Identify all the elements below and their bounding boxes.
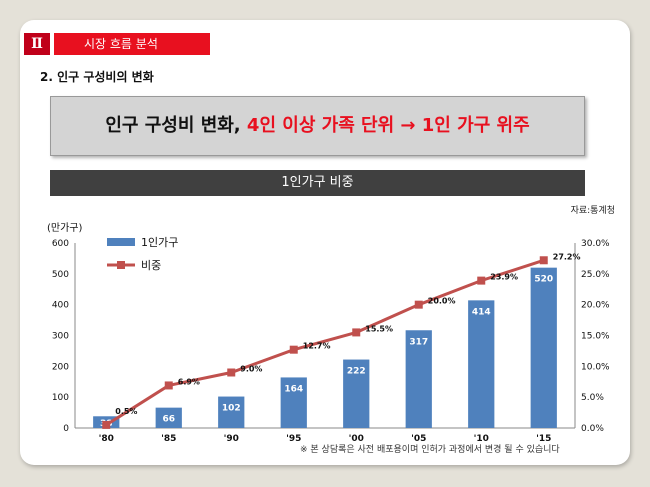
bar	[343, 359, 370, 428]
bar	[218, 396, 245, 428]
x-tick-label: '15	[536, 434, 551, 444]
line-point	[539, 256, 548, 265]
combo-chart: (만가구) 0 100 200 300 400 500 600 0.0% 5.0% 10.0% 15.…	[47, 222, 610, 444]
headline-prefix: 인구 구성비 변화,	[105, 115, 247, 136]
line-point	[289, 345, 298, 354]
line-point	[477, 276, 486, 285]
line-data-label: 20.0%	[428, 297, 456, 306]
line-data-label: 12.7%	[303, 342, 331, 351]
bar-data-label: 66	[162, 415, 175, 425]
y-tick-right: 20.0%	[581, 301, 610, 311]
y-tick-right: 10.0%	[581, 362, 610, 372]
y-tick-left: 100	[52, 393, 69, 403]
bar	[155, 407, 182, 428]
x-tick-label: '00	[349, 434, 364, 444]
bar-data-label: 414	[472, 307, 491, 317]
bar-data-label: 102	[222, 404, 241, 414]
line-point	[164, 381, 173, 390]
x-tick-label: '85	[161, 434, 176, 444]
y-tick-left: 300	[52, 332, 69, 342]
x-tick-label: '90	[224, 434, 239, 444]
source-label: 자료:통계청	[570, 206, 615, 216]
bar	[280, 377, 307, 428]
line-data-label: 27.2%	[553, 252, 581, 261]
y-tick-left: 400	[52, 301, 69, 311]
bar	[530, 267, 557, 428]
line-data-label: 0.5%	[115, 407, 137, 416]
chart-title: 1인가구 비중	[50, 170, 585, 196]
subheading: 2. 인구 구성비의 변화	[40, 70, 154, 84]
headline-box: 인구 구성비 변화, 4인 이상 가족 단위 → 1인 가구 위주	[50, 96, 585, 156]
section-number: Ⅱ	[24, 33, 50, 55]
y-tick-left: 500	[52, 270, 69, 280]
bar-data-label: 222	[347, 367, 366, 377]
chart-area: (만가구) 0 100 200 300 400 500 600 0.0% 5.0% 10.0% 15.…	[35, 213, 615, 456]
x-tick-label: '10	[474, 434, 489, 444]
line-data-label: 6.9%	[178, 377, 200, 386]
bar-data-label: 164	[284, 384, 303, 394]
section-title: 시장 흐름 분석	[54, 33, 210, 55]
y-axis-label: (만가구)	[47, 222, 83, 234]
legend-bar-swatch	[107, 238, 135, 246]
y-tick-left: 600	[52, 239, 69, 249]
headline-highlight: 4인 이상 가족 단위 → 1인 가구 위주	[246, 115, 530, 136]
x-tick-label: '05	[411, 434, 426, 444]
line-point	[102, 420, 111, 429]
line-data-label: 9.0%	[240, 365, 262, 374]
y-tick-right: 15.0%	[581, 332, 610, 342]
legend-bar-label: 1인가구	[141, 236, 178, 249]
line-point	[352, 328, 361, 337]
line-data-label: 15.5%	[365, 324, 393, 333]
y-tick-right: 25.0%	[581, 270, 610, 280]
line-point	[227, 368, 236, 377]
bar	[405, 330, 432, 428]
bar	[468, 300, 495, 428]
series-line	[105, 258, 545, 427]
y-tick-left: 200	[52, 362, 69, 372]
y-tick-right: 5.0%	[581, 393, 604, 403]
x-tick-label: '80	[99, 434, 114, 444]
legend-line-label: 비중	[141, 259, 161, 272]
line-point	[414, 300, 423, 309]
y-tick-right: 0.0%	[581, 424, 604, 434]
line-data-label: 23.9%	[490, 273, 518, 282]
bar-data-label: 317	[409, 337, 428, 347]
bar-data-label: 520	[534, 275, 553, 285]
legend-line-marker	[117, 261, 125, 269]
footnote: ※ 본 상담록은 사전 배포용이며 인허가 과정에서 변경 될 수 있습니다	[300, 445, 560, 455]
x-tick-label: '95	[286, 434, 301, 444]
y-tick-right: 30.0%	[581, 239, 610, 249]
y-tick-left: 0	[63, 424, 69, 434]
